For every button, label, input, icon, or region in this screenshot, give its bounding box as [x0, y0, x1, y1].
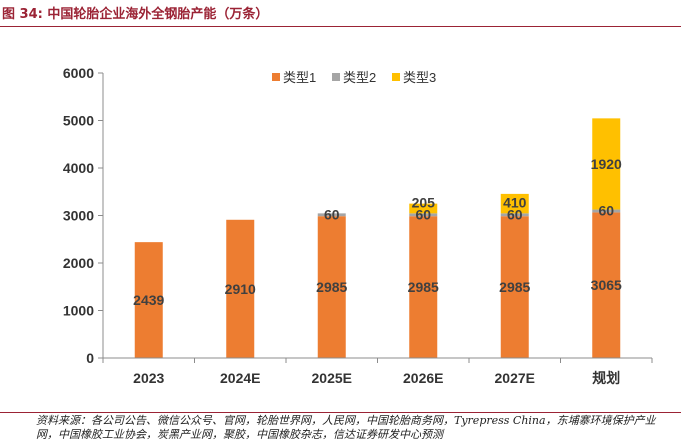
data-label: 410 — [503, 194, 527, 210]
data-label: 2910 — [225, 281, 256, 297]
data-label: 205 — [412, 194, 436, 210]
x-axis: 2023 2024E 2025E 2026E 2027E 规划 — [102, 357, 653, 386]
legend-swatch — [392, 73, 400, 81]
bar-segment — [317, 216, 346, 358]
bar-segment — [500, 213, 529, 217]
bar-segment — [500, 193, 529, 214]
x-tick-label: 2024E — [220, 370, 260, 386]
bar-segment — [592, 209, 621, 213]
source-divider — [0, 412, 681, 413]
legend-label: 类型3 — [403, 70, 436, 85]
data-label: 2985 — [408, 279, 439, 295]
y-tick-label: 3000 — [63, 208, 94, 224]
data-label: 60 — [324, 206, 340, 222]
x-tick-label: 2026E — [403, 370, 443, 386]
data-label: 3065 — [591, 277, 622, 293]
x-tick-label: 规划 — [592, 370, 620, 386]
x-tick-label: 2027E — [495, 370, 535, 386]
legend-label: 类型1 — [283, 70, 316, 85]
bar-segment — [226, 219, 255, 358]
data-label: 60 — [598, 203, 614, 219]
source-note: 资料来源：各公司公告、微信公众号、官网，轮胎世界网，人民网，中国轮胎商务网，Ty… — [36, 414, 656, 441]
title-divider — [0, 26, 681, 27]
figure-title: 图 34: 中国轮胎企业海外全钢胎产能（万条） — [2, 7, 269, 22]
y-tick-label: 6000 — [63, 65, 94, 81]
bar-segment — [409, 213, 438, 217]
legend-swatch — [272, 73, 280, 81]
chart-legend: 类型1 类型2 类型3 — [272, 70, 436, 85]
data-label: 60 — [415, 206, 431, 222]
bar-segment — [592, 212, 621, 358]
y-tick-label: 4000 — [63, 160, 94, 176]
y-tick-label: 0 — [86, 350, 94, 366]
legend-label: 类型2 — [343, 70, 376, 85]
data-label: 60 — [507, 206, 523, 222]
y-tick-label: 5000 — [63, 113, 94, 129]
bar-segment — [500, 216, 529, 358]
bar-segment — [592, 118, 621, 210]
y-tick-label: 1000 — [63, 303, 94, 319]
y-axis: 0 1000 2000 3000 4000 5000 6000 — [63, 65, 104, 366]
data-label: 2439 — [133, 292, 164, 308]
bar-segment — [317, 213, 346, 217]
data-label: 2985 — [316, 279, 347, 295]
data-label: 2985 — [499, 279, 530, 295]
legend-swatch — [332, 73, 340, 81]
bar-segment — [409, 203, 438, 214]
data-label: 1920 — [591, 156, 622, 172]
bar-segment — [409, 216, 438, 358]
x-tick-label: 2025E — [312, 370, 352, 386]
bar-segment — [134, 242, 163, 358]
y-tick-label: 2000 — [63, 255, 94, 271]
stacked-bar-chart: 类型1 类型2 类型3 0 1000 2000 3000 4000 5000 6000 2439… — [63, 65, 653, 386]
x-tick-label: 2023 — [133, 370, 164, 386]
